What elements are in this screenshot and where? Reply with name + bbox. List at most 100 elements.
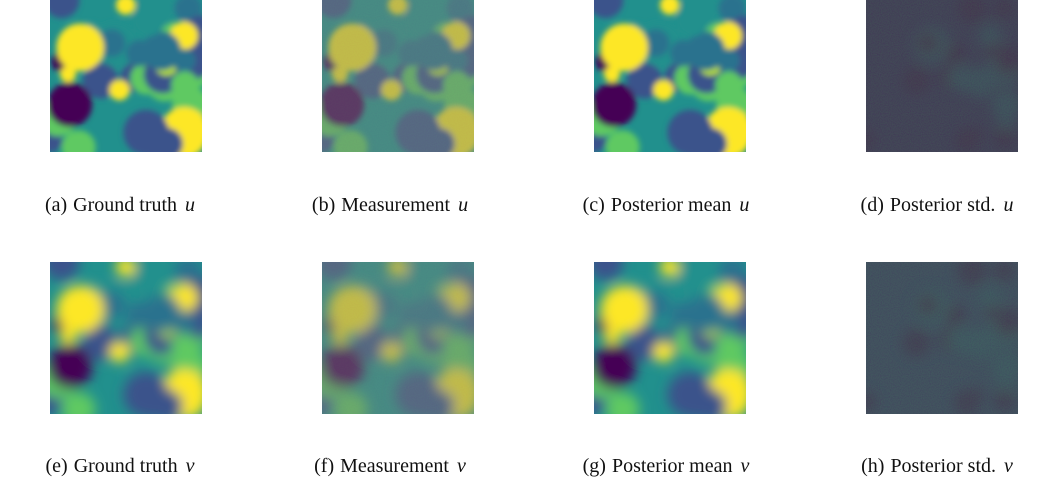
blob	[56, 285, 104, 334]
caption-label: (f)	[314, 455, 334, 477]
caption-text: Posterior std.	[890, 194, 996, 216]
blob	[594, 344, 637, 389]
blob	[115, 0, 136, 15]
noise	[322, 262, 474, 414]
blob	[142, 293, 182, 333]
caption: (e) Ground truth v	[46, 455, 195, 477]
caption-label: (b)	[312, 194, 335, 216]
caption-text: Ground truth	[74, 455, 178, 477]
blob	[695, 390, 727, 414]
blob	[676, 266, 709, 299]
blob	[676, 4, 709, 37]
blob	[659, 0, 680, 15]
blob	[605, 392, 640, 414]
caption-var: v	[1004, 455, 1013, 477]
blob	[59, 328, 77, 345]
blob	[594, 82, 637, 127]
caption-text: Posterior mean	[611, 194, 732, 216]
noise	[866, 0, 1018, 152]
blob	[653, 79, 674, 101]
blob	[659, 262, 680, 277]
blob	[715, 71, 743, 99]
blob	[594, 0, 624, 19]
image-panel	[322, 0, 474, 152]
heatmap	[50, 0, 202, 152]
blob	[686, 293, 726, 333]
blob	[151, 128, 183, 152]
caption-var: u	[185, 194, 195, 216]
blob	[605, 130, 640, 152]
blob	[600, 23, 648, 72]
blob	[600, 285, 648, 334]
blob	[653, 341, 674, 363]
heatmap	[866, 262, 1018, 414]
blob	[61, 130, 96, 152]
caption-var: u	[458, 194, 468, 216]
image-panel	[866, 262, 1018, 414]
image-panel	[322, 262, 474, 414]
caption: (f) Measurement v	[314, 455, 466, 477]
caption-text: Measurement	[341, 194, 450, 216]
caption: (g) Posterior mean v	[583, 455, 750, 477]
blob	[109, 341, 130, 363]
blobs	[594, 0, 746, 152]
blob	[715, 333, 743, 361]
heatmap	[50, 262, 202, 414]
image-panel	[594, 262, 746, 414]
blob	[603, 66, 621, 83]
caption-var: u	[739, 194, 749, 216]
blob	[50, 262, 80, 281]
caption-label: (d)	[861, 194, 884, 216]
blob	[97, 291, 126, 319]
caption-var: v	[740, 455, 749, 477]
image-panel	[50, 262, 202, 414]
caption-label: (a)	[45, 194, 67, 216]
blob	[132, 4, 165, 37]
blob	[61, 392, 96, 414]
caption: (a) Ground truth u	[45, 194, 195, 216]
blob	[171, 333, 199, 361]
caption-text: Posterior mean	[612, 455, 733, 477]
caption-text: Ground truth	[73, 194, 177, 216]
caption-var: v	[457, 455, 466, 477]
blob	[97, 29, 126, 57]
blob	[695, 128, 727, 152]
caption: (h) Posterior std. v	[861, 455, 1013, 477]
blob	[50, 0, 80, 19]
caption-label: (c)	[583, 194, 605, 216]
blob	[132, 266, 165, 299]
caption: (c) Posterior mean u	[583, 194, 750, 216]
caption: (b) Measurement u	[312, 194, 468, 216]
blob	[171, 71, 199, 99]
image-panel	[50, 0, 202, 152]
blob	[151, 390, 183, 414]
caption-text: Measurement	[340, 455, 449, 477]
blob	[142, 31, 182, 71]
image-panel	[866, 0, 1018, 152]
caption-label: (g)	[583, 455, 606, 477]
blobs	[50, 0, 202, 152]
blob	[115, 262, 136, 277]
blob	[603, 328, 621, 345]
heatmap	[322, 262, 474, 414]
blob	[641, 291, 670, 319]
heatmap	[866, 0, 1018, 152]
noise	[322, 0, 474, 152]
blobs	[50, 262, 202, 414]
blob	[686, 31, 726, 71]
caption-text: Posterior std.	[890, 455, 996, 477]
heatmap	[594, 262, 746, 414]
heatmap	[322, 0, 474, 152]
blob	[594, 262, 624, 281]
caption-var: v	[186, 455, 195, 477]
caption-label: (h)	[861, 455, 884, 477]
blob	[641, 29, 670, 57]
caption-label: (e)	[46, 455, 68, 477]
caption-var: u	[1003, 194, 1013, 216]
blob	[109, 79, 130, 101]
noise	[866, 262, 1018, 414]
caption: (d) Posterior std. u	[861, 194, 1014, 216]
image-panel	[594, 0, 746, 152]
blob	[56, 23, 104, 72]
blobs	[594, 262, 746, 414]
